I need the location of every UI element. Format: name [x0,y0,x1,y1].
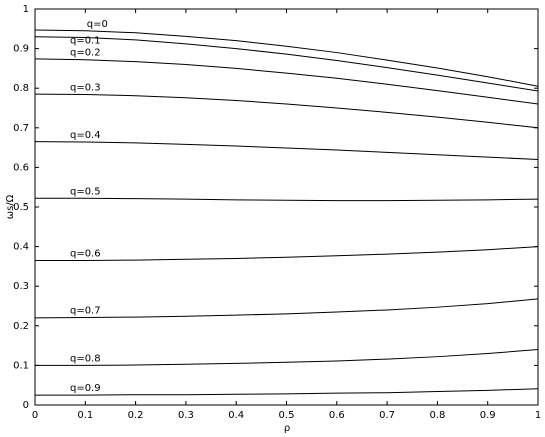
x-tick-label: 0.7 [379,410,395,421]
series-label: q=0.3 [70,83,101,94]
y-tick-label: 0.2 [13,321,29,332]
y-tick-label: 0.9 [13,44,29,55]
y-tick-label: 0.4 [13,242,29,253]
line [35,388,539,396]
series-label: q=0.9 [70,383,101,394]
line [34,93,539,129]
y-tick-label: 0 [23,400,29,411]
x-tick-label: 0 [32,410,38,421]
series-label: q=0.6 [70,248,101,259]
line [35,197,539,202]
y-tick-label: 0.3 [13,281,29,292]
x-axis-label: ρ [284,423,290,434]
line [34,298,539,319]
series-label: q=0.1 [70,36,101,47]
series-label: q=0.8 [70,353,101,364]
x-tick-label: 0.2 [128,410,144,421]
y-tick-label: 0.1 [13,360,29,371]
line [34,36,539,92]
y-tick-label: 0.6 [13,162,29,173]
plot-frame [34,8,539,406]
y-tick-label: 1 [23,4,29,15]
x-tick-label: 0.3 [178,410,194,421]
x-tick-label: 0.5 [279,410,295,421]
x-tick-label: 1 [535,410,541,421]
y-axis-label: ωs/Ω [5,194,16,219]
x-tick-label: 0.6 [329,410,345,421]
x-tick-label: 0.8 [429,410,445,421]
series-label: q=0.2 [70,48,101,59]
x-tick-label: 0.4 [228,410,244,421]
series-label: q=0 [87,19,108,30]
y-tick-label: 0.5 [13,202,29,213]
x-tick-label: 0.1 [77,410,93,421]
series-label: q=0.5 [70,186,101,197]
line [34,141,539,160]
x-tick-label: 0.9 [480,410,496,421]
series-label: q=0.4 [70,130,101,141]
line [34,58,539,105]
line [34,29,539,87]
y-tick-label: 0.7 [13,123,29,134]
y-tick-label: 0.8 [13,83,29,94]
line [35,246,539,261]
line [35,349,539,366]
series-label: q=0.7 [70,305,101,316]
